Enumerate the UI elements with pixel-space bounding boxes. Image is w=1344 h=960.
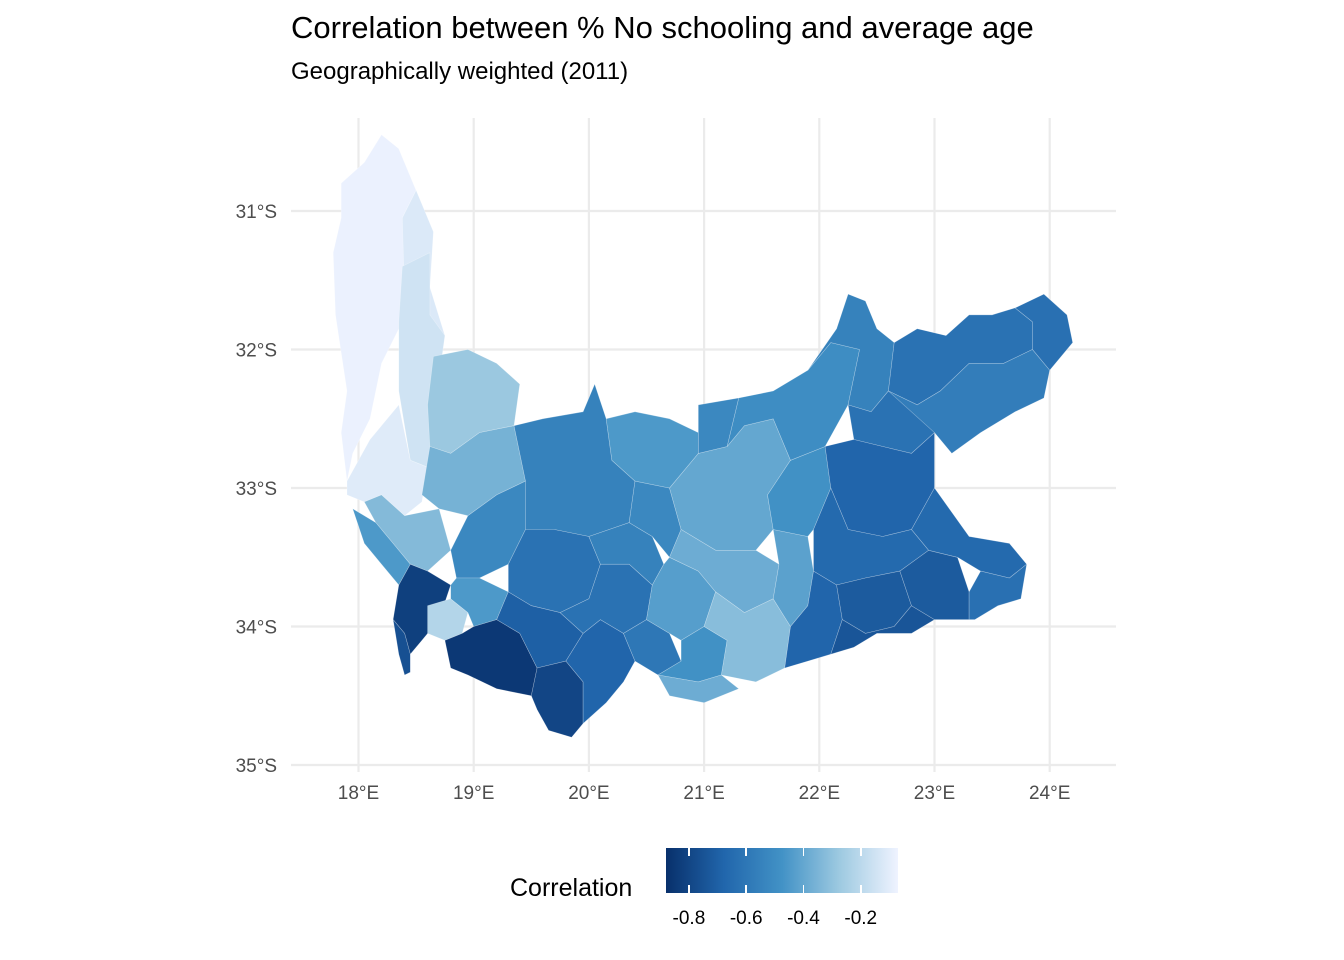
region-north-east-tip	[1014, 293, 1074, 371]
region-saldanha	[352, 508, 411, 586]
region-uniondale	[911, 487, 1028, 579]
chart-title: Correlation between % No schooling and a…	[291, 10, 1034, 45]
x-tick-label: 18°E	[338, 783, 379, 804]
region-plettenberg-bay	[968, 563, 1028, 620]
legend-tick-mark	[745, 885, 747, 893]
legend-tick-mark	[860, 885, 862, 893]
region-george-coast	[830, 605, 936, 655]
region-sutherland	[697, 397, 740, 454]
x-tick-label: 22°E	[799, 783, 840, 804]
region-west-coast-mid	[346, 404, 428, 517]
y-tick-label: 32°S	[236, 341, 277, 362]
legend-title: Correlation	[510, 874, 633, 902]
x-tick-label: 23°E	[914, 783, 955, 804]
legend-tick-label: -0.4	[787, 908, 820, 929]
legend-tick-label: -0.2	[844, 908, 878, 929]
region-karoo-central-east	[888, 349, 1051, 454]
region-northwest-coast	[332, 134, 417, 482]
legend-tick-mark	[802, 885, 805, 893]
x-tick-label: 24°E	[1029, 783, 1070, 804]
legend-tick-mark	[745, 848, 747, 856]
legend-tick-label: -0.6	[729, 908, 763, 929]
legend-tick-mark	[802, 848, 805, 856]
region-riversdale	[703, 591, 791, 683]
region-george	[836, 570, 912, 634]
region-cape-peninsula	[392, 618, 411, 676]
legend-color-bar	[666, 848, 898, 893]
x-tick-label: 20°E	[568, 783, 609, 804]
map-regions	[332, 134, 1074, 738]
axis-labels: 18°E 19°E 20°E 21°E 22°E 23°E 24°E 31°S 32°S 33°S…	[236, 202, 1071, 804]
x-tick-label: 21°E	[683, 783, 724, 804]
legend-tick-mark	[688, 848, 690, 856]
region-ladismith	[669, 529, 780, 613]
x-tick-label: 19°E	[453, 783, 494, 804]
legend-tick-mark	[688, 885, 690, 893]
y-tick-label: 33°S	[236, 479, 277, 500]
legend-tick-label: -0.8	[672, 908, 706, 929]
legend-tick-mark	[860, 848, 862, 856]
region-swartland	[363, 494, 452, 572]
region-cape-agulhas-coast	[657, 674, 740, 704]
chart-subtitle: Geographically weighted (2011)	[291, 58, 629, 85]
y-tick-label: 34°S	[236, 618, 277, 639]
y-tick-label: 35°S	[236, 756, 277, 777]
y-tick-label: 31°S	[236, 202, 277, 223]
